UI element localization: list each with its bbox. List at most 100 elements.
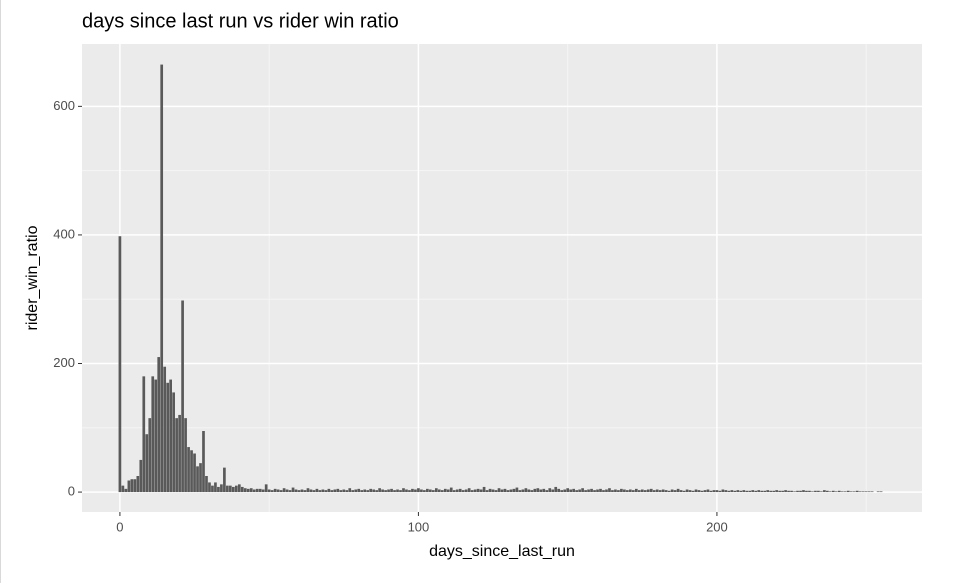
bar bbox=[605, 489, 608, 493]
bar bbox=[423, 490, 426, 493]
bar bbox=[608, 488, 611, 493]
bar bbox=[378, 488, 381, 493]
bar bbox=[697, 490, 701, 493]
bar bbox=[661, 489, 665, 493]
bar bbox=[390, 488, 393, 493]
x-tick-label: 200 bbox=[706, 519, 728, 534]
bar bbox=[840, 491, 844, 493]
bar bbox=[617, 490, 620, 493]
bar bbox=[730, 490, 734, 493]
bar bbox=[805, 490, 808, 493]
bar bbox=[509, 489, 513, 493]
bar bbox=[461, 490, 465, 493]
bar bbox=[578, 489, 581, 493]
bar bbox=[264, 484, 268, 493]
bar bbox=[432, 490, 435, 493]
bar bbox=[414, 489, 417, 493]
bar bbox=[790, 490, 793, 493]
bar bbox=[548, 488, 552, 493]
bar bbox=[766, 490, 770, 493]
bar bbox=[632, 490, 635, 493]
bar bbox=[360, 490, 364, 493]
bar bbox=[139, 459, 143, 493]
bar bbox=[858, 491, 862, 493]
bar bbox=[649, 488, 653, 493]
bar bbox=[715, 490, 719, 493]
x-axis-title: days_since_last_run bbox=[429, 543, 575, 560]
bar bbox=[300, 489, 304, 493]
bar bbox=[506, 490, 510, 493]
bar bbox=[867, 491, 871, 493]
bar bbox=[629, 489, 632, 493]
bar bbox=[611, 490, 614, 493]
bar bbox=[408, 490, 411, 493]
bar bbox=[440, 490, 444, 493]
bar bbox=[709, 490, 713, 493]
bar bbox=[760, 490, 764, 493]
bar bbox=[393, 490, 396, 493]
bar bbox=[372, 489, 375, 493]
bar bbox=[133, 479, 137, 493]
bar bbox=[172, 392, 175, 493]
bar bbox=[655, 489, 659, 493]
bar bbox=[572, 488, 575, 493]
bar bbox=[793, 491, 796, 493]
bar bbox=[426, 488, 429, 493]
bar bbox=[784, 490, 787, 493]
bar bbox=[249, 488, 253, 493]
bar bbox=[673, 490, 677, 493]
x-tick-label: 100 bbox=[408, 519, 430, 534]
bar bbox=[449, 487, 453, 493]
bar bbox=[772, 490, 775, 493]
bar bbox=[846, 490, 850, 493]
bar bbox=[515, 487, 519, 493]
bar bbox=[769, 490, 772, 493]
bar bbox=[327, 488, 331, 493]
bar bbox=[136, 476, 140, 493]
bar bbox=[315, 488, 319, 493]
bar bbox=[536, 488, 540, 493]
bar bbox=[163, 366, 167, 493]
bar bbox=[375, 490, 378, 493]
bar bbox=[712, 490, 716, 493]
bar bbox=[643, 490, 647, 493]
bar bbox=[402, 488, 405, 493]
bar bbox=[581, 488, 584, 493]
bar bbox=[476, 488, 480, 493]
bar bbox=[590, 488, 593, 493]
bar bbox=[345, 490, 349, 493]
bar bbox=[781, 490, 784, 493]
bar bbox=[688, 490, 692, 493]
bar bbox=[285, 489, 289, 493]
chart-title: days since last run vs rider win ratio bbox=[82, 10, 399, 32]
bar bbox=[479, 489, 483, 493]
y-tick-label: 400 bbox=[53, 226, 75, 241]
bar bbox=[124, 488, 128, 493]
bar bbox=[148, 418, 152, 493]
bar bbox=[151, 376, 155, 493]
bar bbox=[384, 490, 387, 493]
bar bbox=[539, 489, 543, 493]
bar bbox=[220, 484, 223, 493]
bar bbox=[127, 480, 131, 493]
bar bbox=[763, 490, 767, 493]
bar bbox=[160, 64, 164, 493]
bar bbox=[157, 357, 161, 493]
bar bbox=[482, 486, 486, 493]
bar bbox=[193, 453, 196, 493]
bar bbox=[560, 490, 564, 493]
bar bbox=[223, 467, 226, 493]
bar bbox=[742, 490, 746, 493]
bar bbox=[512, 488, 516, 493]
bar bbox=[485, 490, 489, 493]
y-tick-label: 200 bbox=[53, 355, 75, 370]
bar bbox=[276, 489, 280, 493]
bar bbox=[420, 489, 423, 493]
bar bbox=[623, 489, 626, 493]
bar bbox=[196, 466, 199, 493]
bar bbox=[282, 488, 286, 493]
bar bbox=[834, 491, 838, 493]
bar bbox=[721, 489, 725, 493]
bar bbox=[181, 300, 184, 493]
